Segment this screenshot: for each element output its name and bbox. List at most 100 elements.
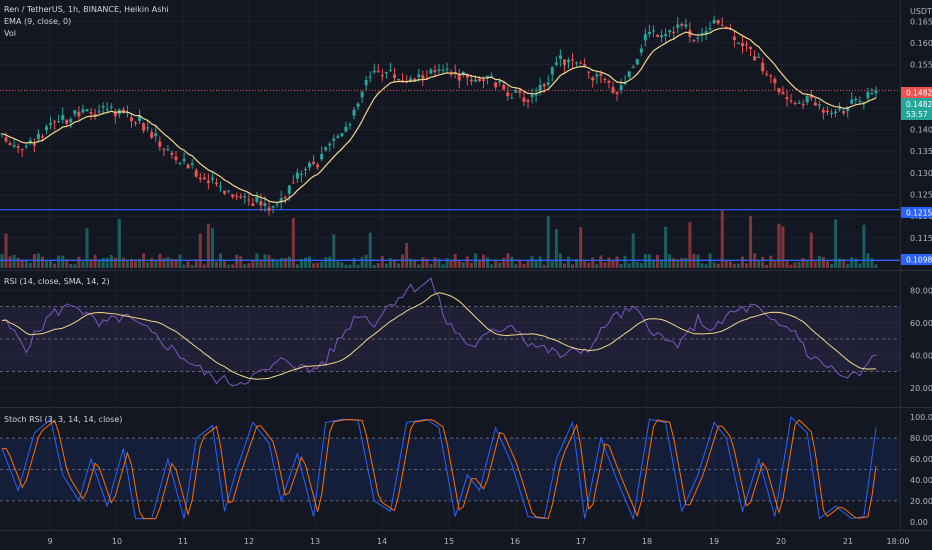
candle-body: [765, 73, 769, 75]
volume-bar: [854, 258, 858, 268]
volume-bar: [469, 262, 473, 268]
stoch-legend[interactable]: Stoch RSI (3, 3, 14, 14, close): [4, 415, 122, 424]
candle-body: [283, 196, 287, 199]
volume-bar: [761, 256, 765, 268]
candle-body: [797, 102, 801, 104]
volume-bar: [32, 253, 36, 268]
price-tag-lower: 0.1098: [906, 256, 932, 265]
candle-body: [251, 203, 255, 207]
candle-body: [522, 97, 526, 102]
volume-bar: [129, 258, 133, 268]
rsi-legend[interactable]: RSI (14, close, SMA, 14, 2): [4, 277, 110, 286]
price-tag-ema: 0.1482: [906, 100, 932, 109]
volume-bar: [121, 257, 125, 268]
candle-body: [647, 32, 651, 35]
candle-body: [388, 70, 392, 72]
candle-body: [425, 77, 429, 79]
stoch-axis[interactable]: 100.00 80.00 60.00 40.00 20.00 0.00: [910, 413, 932, 527]
candle-body: [20, 148, 24, 150]
volume-bar: [773, 261, 777, 268]
candle-body: [546, 82, 550, 85]
rsi-line: [1, 277, 877, 387]
volume-bar: [146, 262, 150, 268]
candle-body: [429, 69, 433, 74]
volume-bar: [736, 263, 740, 268]
volume-bar: [417, 264, 421, 268]
ema-legend[interactable]: EMA (9, close, 0): [4, 17, 71, 26]
volume-legend[interactable]: Vol: [4, 29, 16, 38]
volume-bar: [336, 261, 340, 268]
candle-body: [587, 71, 591, 73]
candle-body: [566, 59, 570, 63]
price-tag-countdown: 53:57: [906, 110, 928, 119]
candle-body: [692, 39, 696, 41]
candle-body: [639, 48, 643, 53]
time-tick-label: 9: [47, 537, 52, 546]
volume-bar: [550, 261, 554, 268]
candle-body: [259, 201, 263, 206]
candle-body: [558, 55, 562, 59]
candle-body: [858, 101, 862, 103]
candle-body: [518, 90, 522, 93]
volume-bar: [384, 263, 388, 268]
candle-body: [672, 31, 676, 33]
candle-body: [526, 100, 530, 102]
candle-body: [162, 148, 166, 150]
volume-bar: [194, 259, 198, 268]
candle-body: [85, 109, 89, 111]
volume-bar: [789, 264, 793, 268]
volume-bar: [817, 255, 821, 268]
volume-bar: [647, 254, 651, 268]
volume-bar: [182, 264, 186, 268]
volume-bar: [599, 255, 603, 268]
volume-bar: [801, 258, 805, 268]
volume-bar: [850, 257, 854, 268]
rsi-tick-label: 20.00: [910, 384, 932, 393]
volume-bar: [380, 255, 384, 268]
symbol-title[interactable]: Ren / TetherUS, 1h, BINANCE, Heikin Ashi: [4, 5, 169, 14]
candle-body: [486, 75, 490, 78]
volume-bar: [457, 259, 461, 268]
candle-body: [482, 79, 486, 81]
candle-body: [720, 24, 724, 26]
candle-body: [595, 74, 599, 77]
volume-bar: [858, 263, 862, 268]
candle-body: [81, 109, 85, 113]
volume-bar: [356, 264, 360, 268]
volume-bar: [162, 258, 166, 268]
volume-bar: [372, 264, 376, 268]
stoch-tick-label: 100.00: [910, 413, 932, 422]
candle-body: [344, 126, 348, 132]
volume-bar: [316, 262, 320, 268]
candle-body: [477, 78, 481, 81]
volume-bar: [441, 264, 445, 268]
candle-body: [793, 102, 797, 105]
candle-body: [805, 96, 809, 103]
candle-body: [214, 182, 218, 185]
time-axis[interactable]: 9 10 11 12 13 14 15 16 17 18 19 20 21 18:00: [47, 537, 909, 546]
candle-body: [457, 74, 461, 81]
volume-bar: [494, 259, 498, 268]
volume-bar: [583, 260, 587, 268]
volume-bar: [842, 259, 846, 268]
rsi-axis[interactable]: 80.00 60.00 40.00 20.00: [910, 286, 932, 393]
stoch-tick-label: 40.00: [910, 476, 932, 485]
volume-bar: [20, 260, 24, 268]
candle-body: [829, 113, 833, 115]
volume-bar: [526, 259, 530, 268]
time-tick-label: 12: [244, 537, 254, 546]
volume-bar: [797, 261, 801, 268]
volume-bar: [749, 215, 753, 268]
candle-body: [862, 101, 866, 103]
volume-bar: [554, 229, 558, 268]
volume-bar: [287, 256, 291, 268]
time-tick-label: 21: [843, 537, 853, 546]
candle-body: [668, 30, 672, 33]
candle-body: [109, 106, 113, 108]
horizontal-lines[interactable]: [0, 209, 900, 261]
volume-bar: [514, 264, 518, 268]
volume-bar: [595, 264, 599, 268]
volume-bar: [740, 256, 744, 268]
